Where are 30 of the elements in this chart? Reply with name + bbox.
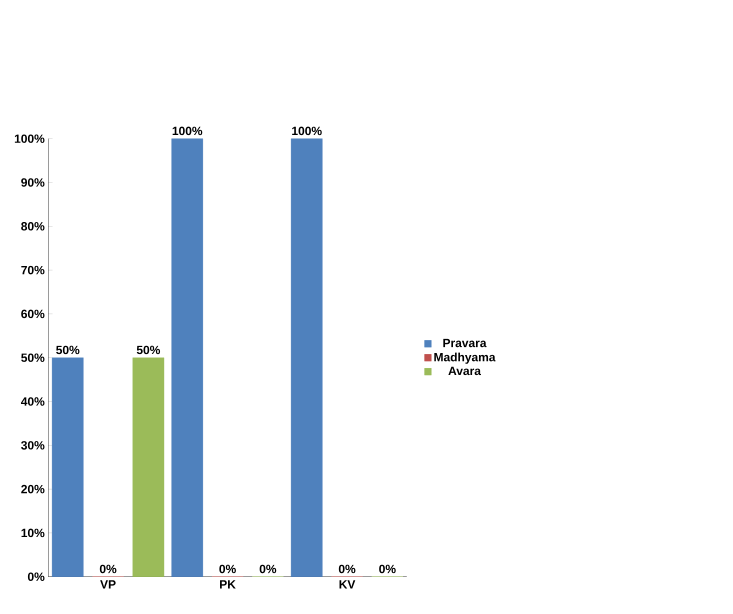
data-label: 50% — [56, 346, 80, 354]
x-tick-label: VP — [100, 580, 116, 589]
data-label: 50% — [136, 346, 160, 354]
data-label: 0% — [219, 564, 236, 574]
data-label: 100% — [172, 126, 202, 136]
legend-label: Avara — [448, 366, 482, 376]
data-label: 0% — [100, 564, 116, 574]
bar — [290, 138, 323, 578]
legend-label: Pravara — [443, 339, 487, 348]
data-label: 100% — [292, 126, 322, 136]
y-tick-label: 50% — [21, 354, 44, 362]
y-tick-label: 100% — [14, 134, 44, 144]
y-tick-label: 10% — [22, 528, 44, 538]
y-tick-label: 40% — [20, 397, 44, 406]
y-tick-label: 20% — [21, 485, 44, 494]
y-tick-label: 30% — [21, 441, 44, 450]
bar — [132, 358, 164, 578]
bar — [171, 138, 204, 578]
data-label: 0% — [379, 564, 396, 574]
y-tick-label: 90% — [21, 178, 44, 187]
data-label: 0% — [338, 564, 356, 574]
bar — [52, 358, 84, 578]
y-tick-label: 80% — [21, 222, 44, 231]
legend-label: Madhyama — [434, 352, 496, 364]
y-tick-label: 0% — [28, 572, 44, 582]
x-tick-label: KV — [340, 580, 356, 589]
y-tick-label: 60% — [21, 310, 44, 318]
y-tick-label: 70% — [21, 266, 44, 274]
x-tick-label: PK — [220, 580, 236, 589]
data-label: 0% — [260, 564, 276, 574]
